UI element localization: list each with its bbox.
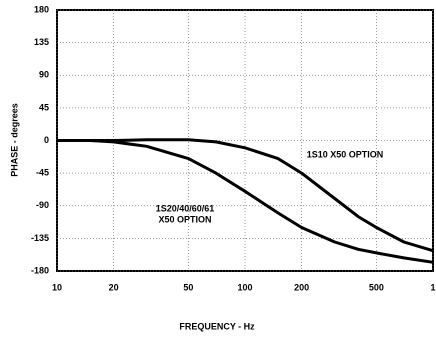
annotation: 1S10 X50 OPTION [307,149,384,159]
x-tick-label: 500 [369,282,384,292]
y-tick-label: 0 [44,135,49,145]
data-line [57,139,434,264]
x-tick-label: 10 [52,282,62,292]
y-axis-label: PHASE - degrees [9,103,19,177]
annotation: 1S20/40/60/61 [156,203,215,213]
y-tick-label: 90 [39,70,49,80]
x-tick-label: 1 [430,282,435,292]
y-tick-label: -180 [31,265,49,275]
y-tick-label: 180 [34,4,49,14]
x-tick-label: 200 [294,282,309,292]
x-tick-label: 20 [109,282,119,292]
y-tick-label: 135 [34,37,49,47]
y-tick-label: 45 [39,102,49,112]
x-axis-label: FREQUENCY - Hz [179,321,255,331]
x-tick-label: 100 [237,282,252,292]
y-tick-label: -90 [36,200,49,210]
data-line [57,138,434,253]
y-tick-label: -135 [31,233,49,243]
y-tick-label: -45 [36,168,49,178]
x-tick-label: 50 [183,282,193,292]
annotation: X50 OPTION [158,214,211,224]
